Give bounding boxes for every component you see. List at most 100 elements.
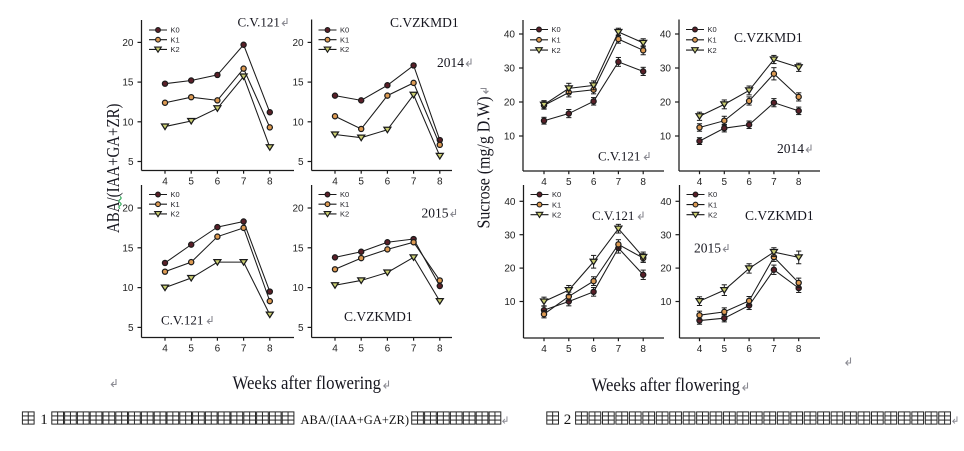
svg-text:5: 5	[298, 157, 304, 168]
svg-text:K2: K2	[171, 45, 180, 54]
svg-text:8: 8	[437, 177, 443, 188]
svg-text:6: 6	[215, 177, 221, 188]
svg-text:6: 6	[385, 344, 391, 355]
svg-text:15: 15	[122, 78, 134, 89]
svg-text:K0: K0	[552, 190, 561, 199]
svg-text:20: 20	[660, 98, 672, 109]
svg-text:K2: K2	[552, 210, 561, 219]
svg-text:5: 5	[566, 344, 572, 355]
svg-text:C.V.121: C.V.121	[598, 149, 640, 164]
svg-text:C.VZKMD1: C.VZKMD1	[390, 15, 459, 30]
svg-text:8: 8	[796, 177, 802, 188]
svg-text:C.VZKMD1: C.VZKMD1	[344, 309, 413, 324]
svg-text:30: 30	[504, 64, 516, 75]
svg-text:K2: K2	[708, 210, 717, 219]
svg-text:4: 4	[541, 344, 547, 355]
svg-text:40: 40	[504, 197, 516, 208]
svg-text:K0: K0	[708, 25, 717, 34]
svg-text:7: 7	[411, 344, 417, 355]
svg-text:5: 5	[722, 177, 728, 188]
svg-text:6: 6	[215, 344, 221, 355]
svg-text:10: 10	[292, 117, 304, 128]
svg-text:C.V.121: C.V.121	[238, 15, 280, 30]
svg-text:K1: K1	[552, 36, 561, 45]
svg-text:7: 7	[771, 177, 777, 188]
svg-text:20: 20	[292, 204, 304, 215]
svg-text:15: 15	[122, 243, 134, 254]
svg-text:4: 4	[697, 177, 703, 188]
svg-text:40: 40	[660, 197, 672, 208]
svg-text:20: 20	[122, 38, 134, 49]
svg-text:7: 7	[616, 177, 622, 188]
svg-text:K2: K2	[552, 46, 561, 55]
svg-text:4: 4	[541, 177, 547, 188]
svg-text:K2: K2	[708, 46, 717, 55]
svg-text:5: 5	[188, 177, 194, 188]
svg-text:15: 15	[292, 243, 304, 254]
svg-text:Weeks after flowering: Weeks after flowering	[592, 376, 741, 396]
svg-text:2: 2	[564, 412, 572, 428]
svg-text:5: 5	[128, 157, 134, 168]
svg-text:5: 5	[298, 323, 304, 334]
svg-text:10: 10	[660, 297, 672, 308]
svg-text:5: 5	[128, 323, 134, 334]
svg-text:5: 5	[358, 177, 364, 188]
svg-text:K0: K0	[708, 190, 717, 199]
svg-text:8: 8	[796, 344, 802, 355]
svg-text:8: 8	[267, 177, 273, 188]
svg-text:K1: K1	[708, 36, 717, 45]
svg-text:10: 10	[504, 132, 516, 143]
svg-text:2014: 2014	[777, 141, 804, 156]
svg-text:K0: K0	[340, 190, 349, 199]
svg-text:20: 20	[122, 204, 134, 215]
svg-text:K1: K1	[171, 35, 180, 44]
svg-text:6: 6	[385, 177, 391, 188]
svg-text:4: 4	[162, 344, 168, 355]
svg-text:6: 6	[591, 177, 597, 188]
svg-text:K0: K0	[340, 26, 349, 35]
svg-text:7: 7	[241, 177, 247, 188]
svg-text:7: 7	[241, 344, 247, 355]
svg-text:10: 10	[292, 283, 304, 294]
svg-text:K1: K1	[171, 200, 180, 209]
svg-text:K1: K1	[340, 200, 349, 209]
svg-text:8: 8	[640, 344, 646, 355]
svg-text:Weeks after flowering: Weeks after flowering	[233, 374, 382, 394]
svg-text:C.V.121: C.V.121	[592, 208, 634, 223]
svg-text:C.V.121: C.V.121	[161, 313, 203, 328]
svg-text:7: 7	[616, 344, 622, 355]
svg-text:8: 8	[437, 344, 443, 355]
svg-text:7: 7	[411, 177, 417, 188]
svg-text:30: 30	[660, 64, 672, 75]
svg-text:K1: K1	[708, 200, 717, 209]
svg-text:40: 40	[660, 30, 672, 41]
svg-text:1: 1	[40, 412, 48, 428]
svg-text:6: 6	[746, 177, 752, 188]
svg-text:20: 20	[504, 98, 516, 109]
svg-text:10: 10	[122, 117, 134, 128]
svg-text:C.VZKMD1: C.VZKMD1	[734, 30, 803, 45]
svg-text:5: 5	[188, 344, 194, 355]
svg-text:8: 8	[640, 177, 646, 188]
svg-text:K1: K1	[340, 35, 349, 44]
svg-text:4: 4	[332, 177, 338, 188]
svg-text:6: 6	[591, 344, 597, 355]
svg-text:2015: 2015	[422, 206, 449, 221]
svg-text:4: 4	[697, 344, 703, 355]
svg-text:ABA/(IAA+GA+ZR): ABA/(IAA+GA+ZR)	[301, 413, 410, 427]
svg-text:2014: 2014	[437, 55, 464, 70]
svg-text:10: 10	[122, 283, 134, 294]
svg-text:K2: K2	[340, 210, 349, 219]
svg-text:5: 5	[358, 344, 364, 355]
svg-text:4: 4	[162, 177, 168, 188]
svg-text:K0: K0	[552, 25, 561, 34]
svg-text:20: 20	[292, 38, 304, 49]
svg-text:40: 40	[504, 30, 516, 41]
svg-text:2015: 2015	[694, 241, 721, 256]
svg-text:C.VZKMD1: C.VZKMD1	[745, 208, 814, 223]
svg-text:5: 5	[566, 177, 572, 188]
svg-text:ABA/(IAA+GA+ZR): ABA/(IAA+GA+ZR)	[103, 104, 124, 234]
svg-text:Sucrose (mg/g D.W): Sucrose (mg/g D.W)	[474, 96, 495, 228]
svg-text:15: 15	[292, 78, 304, 89]
svg-text:K2: K2	[171, 210, 180, 219]
